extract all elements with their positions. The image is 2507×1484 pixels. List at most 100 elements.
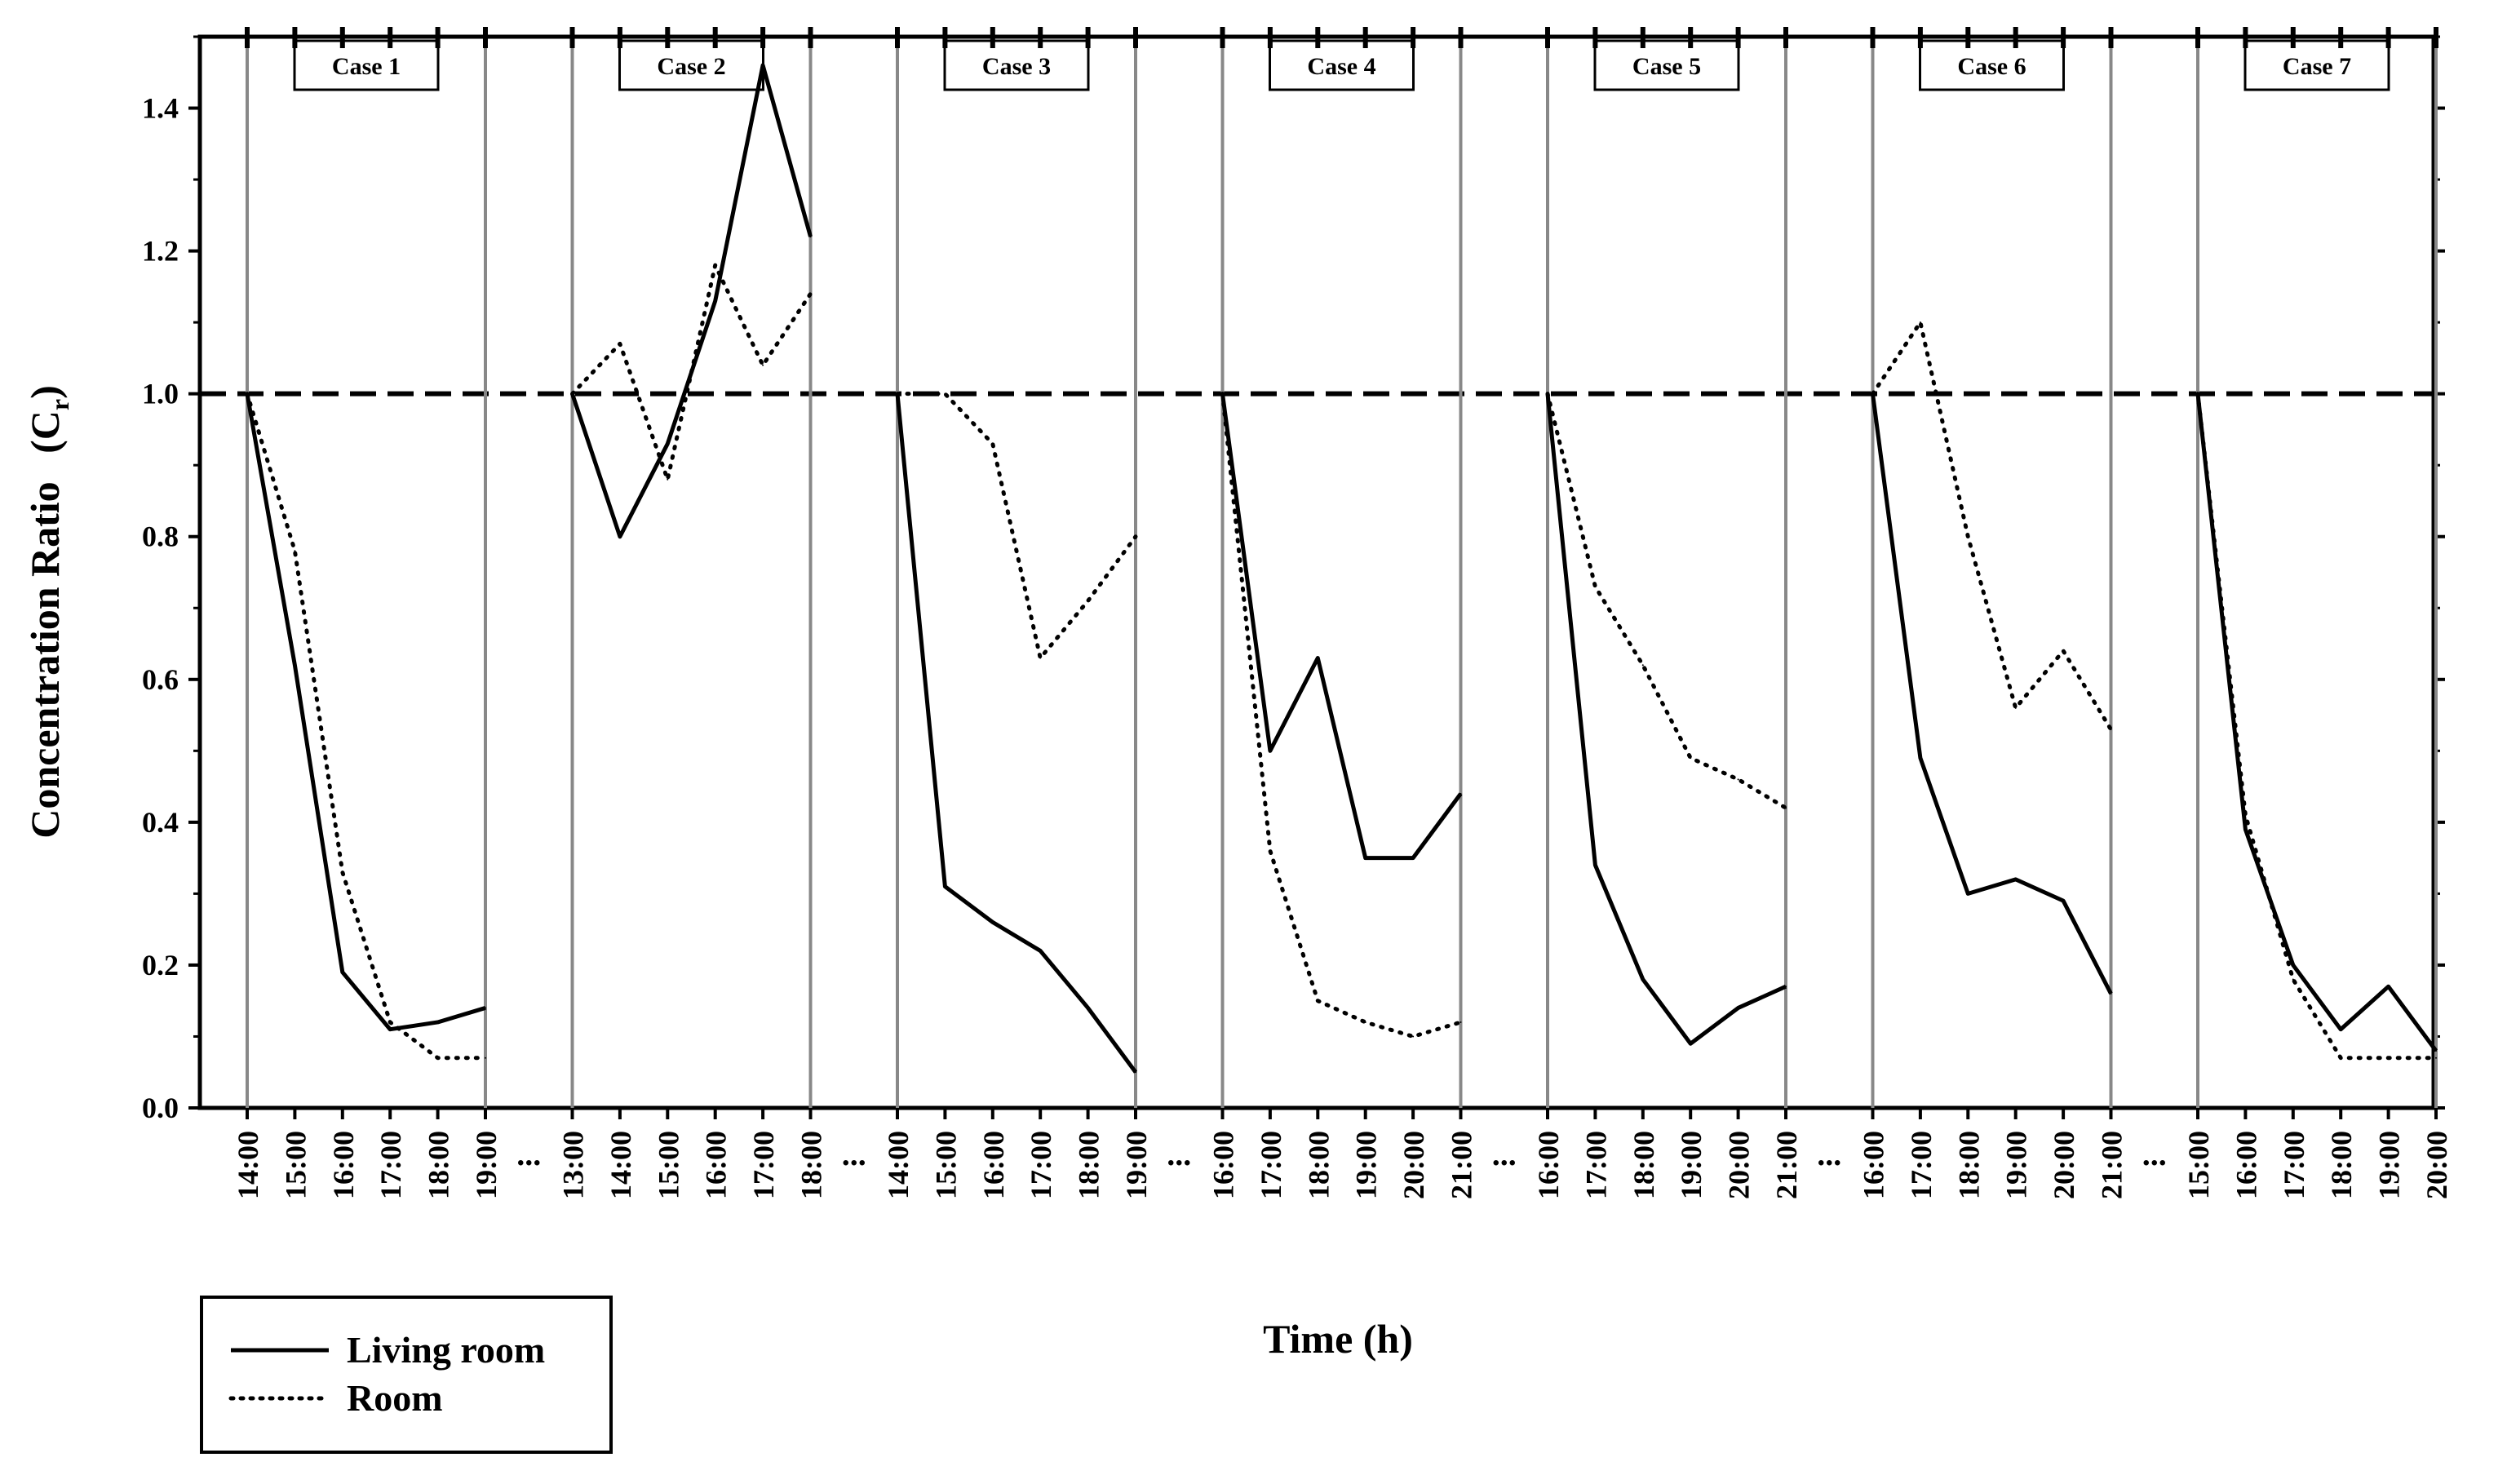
y-tick-label: 1.0 xyxy=(142,378,179,410)
point-room xyxy=(991,442,994,445)
panel-case-6: Case 6 xyxy=(1871,37,2113,1108)
case-label-box xyxy=(943,39,1090,91)
point-room xyxy=(1317,999,1319,1002)
point-room xyxy=(2197,392,2199,395)
case-label-box xyxy=(293,39,440,91)
point-living-room xyxy=(1459,792,1462,795)
point-room xyxy=(1459,1021,1462,1023)
series-line-living-room xyxy=(245,393,486,1032)
point-room xyxy=(1919,321,1921,324)
point-living-room xyxy=(1594,864,1597,866)
x-tick-label: 13:00 xyxy=(557,1131,590,1199)
point-room xyxy=(2387,1057,2390,1059)
case-label-box xyxy=(1269,39,1415,91)
point-living-room xyxy=(1364,857,1366,859)
x-tick-label: 19:00 xyxy=(470,1131,503,1199)
series-line-room xyxy=(1545,392,1788,810)
x-tick-label: 17:00 xyxy=(1025,1131,1057,1199)
axis-break-marker: ... xyxy=(2142,1136,2167,1172)
point-room xyxy=(389,1021,392,1023)
series-line-living-room xyxy=(895,393,1138,1074)
point-room xyxy=(1690,757,1692,760)
series-line-living-room xyxy=(2195,393,2438,1052)
x-tick-label: 17:00 xyxy=(1255,1131,1287,1199)
x-tick-label: 21:00 xyxy=(2096,1131,2128,1199)
point-living-room xyxy=(667,442,669,445)
axis-break-marker: ... xyxy=(516,1136,541,1172)
series-line-room xyxy=(245,392,488,1061)
x-tick-label: 21:00 xyxy=(1770,1131,1803,1199)
point-room xyxy=(944,392,946,395)
x-tick-label: 19:00 xyxy=(1350,1131,1383,1199)
point-room xyxy=(1547,392,1548,395)
series-line-living-room xyxy=(570,63,813,539)
point-room xyxy=(667,478,669,481)
y-axis: 0.0 0.2 0.4 0.6 0.8 1.0 1.2 1.4 xyxy=(142,35,2445,1124)
point-room xyxy=(2244,814,2247,817)
x-tick-label: 17:00 xyxy=(2278,1131,2310,1199)
point-room xyxy=(809,293,812,295)
point-living-room xyxy=(714,299,716,302)
point-room xyxy=(1221,392,1224,395)
axis-break-marker: ... xyxy=(1492,1136,1517,1172)
point-room xyxy=(897,392,898,395)
x-tick-label: 20:00 xyxy=(2421,1131,2453,1199)
point-living-room xyxy=(1785,986,1787,988)
point-living-room xyxy=(1641,978,1644,981)
x-tick-label: 19:00 xyxy=(2000,1131,2033,1199)
case-panels: Case 1 Case 2 Case 3 Case 4 Case 5 Case 6 Case… xyxy=(245,37,2438,1108)
x-tick-label: 17:00 xyxy=(374,1131,407,1199)
legend-box xyxy=(200,1296,613,1454)
x-tick-label: 16:00 xyxy=(1532,1131,1565,1199)
x-tick-label: 16:00 xyxy=(700,1131,733,1199)
point-room xyxy=(1269,849,1271,852)
point-living-room xyxy=(2110,992,2112,995)
x-tick-label: 15:00 xyxy=(929,1131,962,1199)
point-living-room xyxy=(2014,878,2017,880)
point-room xyxy=(485,1057,486,1059)
y-tick-label: 0.6 xyxy=(142,663,179,696)
x-tick-label: 14:00 xyxy=(882,1131,915,1199)
point-room xyxy=(1871,392,1874,395)
y-axis-title-symbol: C xyxy=(22,410,68,440)
x-tick-label: 19:00 xyxy=(1120,1131,1153,1199)
point-room xyxy=(1737,778,1739,781)
point-room xyxy=(1967,535,1969,538)
y-tick-label: 0.4 xyxy=(142,806,179,839)
x-tick-label: 17:00 xyxy=(1905,1131,1938,1199)
point-room xyxy=(1412,1035,1415,1038)
point-room xyxy=(436,1057,439,1059)
point-living-room xyxy=(1135,1071,1136,1074)
case-label: Case 1 xyxy=(332,53,401,80)
point-room xyxy=(294,550,296,552)
point-living-room xyxy=(991,921,994,924)
case-label: Case 3 xyxy=(982,53,1051,80)
x-tick-label: 20:00 xyxy=(1397,1131,1430,1199)
legend: Living room Room xyxy=(200,1296,613,1454)
point-room xyxy=(2340,1057,2342,1059)
x-tick-label: 20:00 xyxy=(1723,1131,1756,1199)
point-room xyxy=(1785,807,1787,809)
x-tick-label: 18:00 xyxy=(1073,1131,1105,1199)
series-line-room xyxy=(2195,392,2438,1061)
axis-break-marker: ... xyxy=(1817,1136,1841,1172)
series-line-living-room xyxy=(1871,393,2113,995)
case-label: Case 7 xyxy=(2283,53,2351,80)
x-tick-label: 18:00 xyxy=(423,1131,455,1199)
point-room xyxy=(2014,707,2017,709)
point-living-room xyxy=(2292,963,2294,966)
point-living-room xyxy=(1269,750,1271,752)
panel-case-1: Case 1 xyxy=(245,37,488,1108)
x-tick-label: 21:00 xyxy=(1446,1131,1478,1199)
y-axis-title-subscript: r xyxy=(45,399,74,410)
point-room xyxy=(1364,1021,1366,1023)
point-room xyxy=(1087,600,1089,602)
point-living-room xyxy=(1737,1007,1739,1009)
panel-case-7: Case 7 xyxy=(2195,37,2438,1108)
x-tick-label: 14:00 xyxy=(605,1131,637,1199)
case-label-box xyxy=(2243,39,2390,91)
point-living-room xyxy=(2387,986,2390,988)
point-room xyxy=(762,364,764,366)
point-room xyxy=(2110,729,2112,731)
